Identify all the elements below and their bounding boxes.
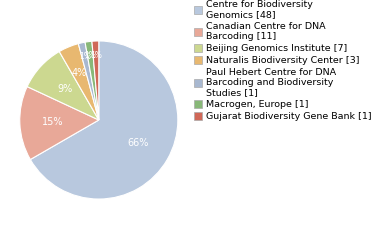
Text: 1%: 1% (84, 51, 96, 60)
Wedge shape (20, 87, 99, 160)
Wedge shape (59, 44, 99, 120)
Wedge shape (27, 52, 99, 120)
Legend: Centre for Biodiversity
Genomics [48], Canadian Centre for DNA
Barcoding [11], B: Centre for Biodiversity Genomics [48], C… (194, 0, 372, 121)
Wedge shape (92, 41, 99, 120)
Text: 15%: 15% (42, 117, 64, 127)
Wedge shape (78, 42, 99, 120)
Text: 1%: 1% (79, 52, 91, 61)
Text: 1%: 1% (90, 51, 102, 60)
Wedge shape (85, 41, 99, 120)
Text: 66%: 66% (128, 138, 149, 148)
Text: 4%: 4% (71, 67, 87, 78)
Wedge shape (30, 41, 178, 199)
Text: 9%: 9% (57, 84, 73, 94)
